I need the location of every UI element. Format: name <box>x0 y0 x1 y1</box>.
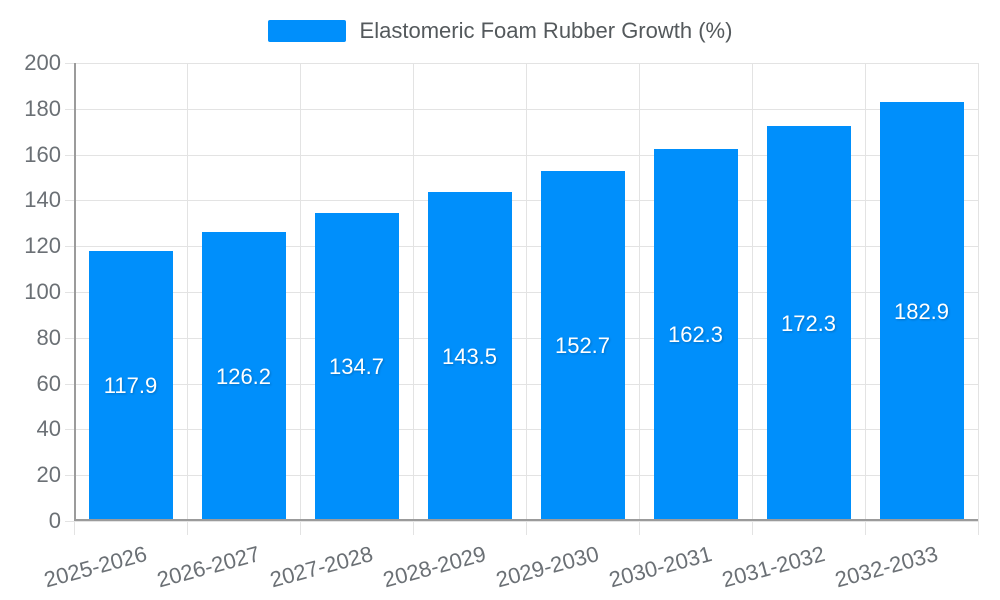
x-axis-tick <box>74 521 75 535</box>
x-grid-line <box>752 63 753 521</box>
bar[interactable] <box>88 251 173 521</box>
x-axis-tick <box>300 521 301 535</box>
x-grid-line <box>526 63 527 521</box>
y-tick-label: 180 <box>24 95 61 121</box>
y-tick-label: 200 <box>24 50 61 75</box>
plot-area: 117.9 126.2 134.7 143.5 152.7 162.3 172.3 182.9 <box>74 63 979 522</box>
x-axis-line <box>74 519 978 521</box>
y-axis-tick <box>65 475 74 477</box>
bar[interactable] <box>766 126 851 521</box>
x-axis-tick <box>752 521 753 535</box>
x-axis-tick <box>865 521 866 535</box>
y-axis-tick <box>65 154 74 156</box>
x-grid-line <box>978 63 979 521</box>
y-tick-label: 20 <box>36 462 61 488</box>
y-axis-tick <box>65 337 74 339</box>
legend-series-marker <box>267 20 346 42</box>
y-axis-tick <box>65 63 74 64</box>
y-axis-line <box>74 63 76 521</box>
chart-legend-item[interactable]: Elastomeric Foam Rubber Growth (%) <box>0 18 1000 44</box>
bar[interactable] <box>201 232 286 521</box>
bar[interactable] <box>314 212 399 521</box>
x-grid-line <box>413 63 414 521</box>
x-grid-line <box>865 63 866 521</box>
y-axis-tick <box>65 383 74 385</box>
x-axis-tick <box>639 521 640 535</box>
legend-series-label: Elastomeric Foam Rubber Growth (%) <box>359 18 733 43</box>
x-grid-line <box>300 63 301 521</box>
y-tick-label: 160 <box>24 141 61 167</box>
bar[interactable] <box>653 149 738 521</box>
x-axis-tick <box>187 521 188 535</box>
x-axis-tick <box>413 521 414 535</box>
y-tick-label: 0 <box>48 508 61 533</box>
bar[interactable] <box>540 171 625 521</box>
x-grid-line <box>639 63 640 521</box>
y-tick-label: 140 <box>24 187 61 213</box>
bar[interactable] <box>879 102 964 521</box>
y-axis-tick <box>65 521 74 522</box>
y-axis-tick <box>65 108 74 110</box>
y-tick-label: 60 <box>36 370 61 396</box>
x-axis-tick <box>526 521 527 535</box>
y-axis-tick <box>65 246 74 248</box>
bar[interactable] <box>427 192 512 521</box>
y-tick-label: 100 <box>24 279 61 304</box>
y-tick-label: 120 <box>24 233 61 259</box>
y-tick-label: 80 <box>36 324 61 350</box>
y-axis-tick <box>65 200 74 202</box>
y-axis-tick <box>65 429 74 431</box>
x-grid-line <box>187 63 188 521</box>
y-axis-tick <box>65 292 74 293</box>
x-axis-tick <box>978 521 979 535</box>
y-tick-label: 40 <box>36 416 61 442</box>
